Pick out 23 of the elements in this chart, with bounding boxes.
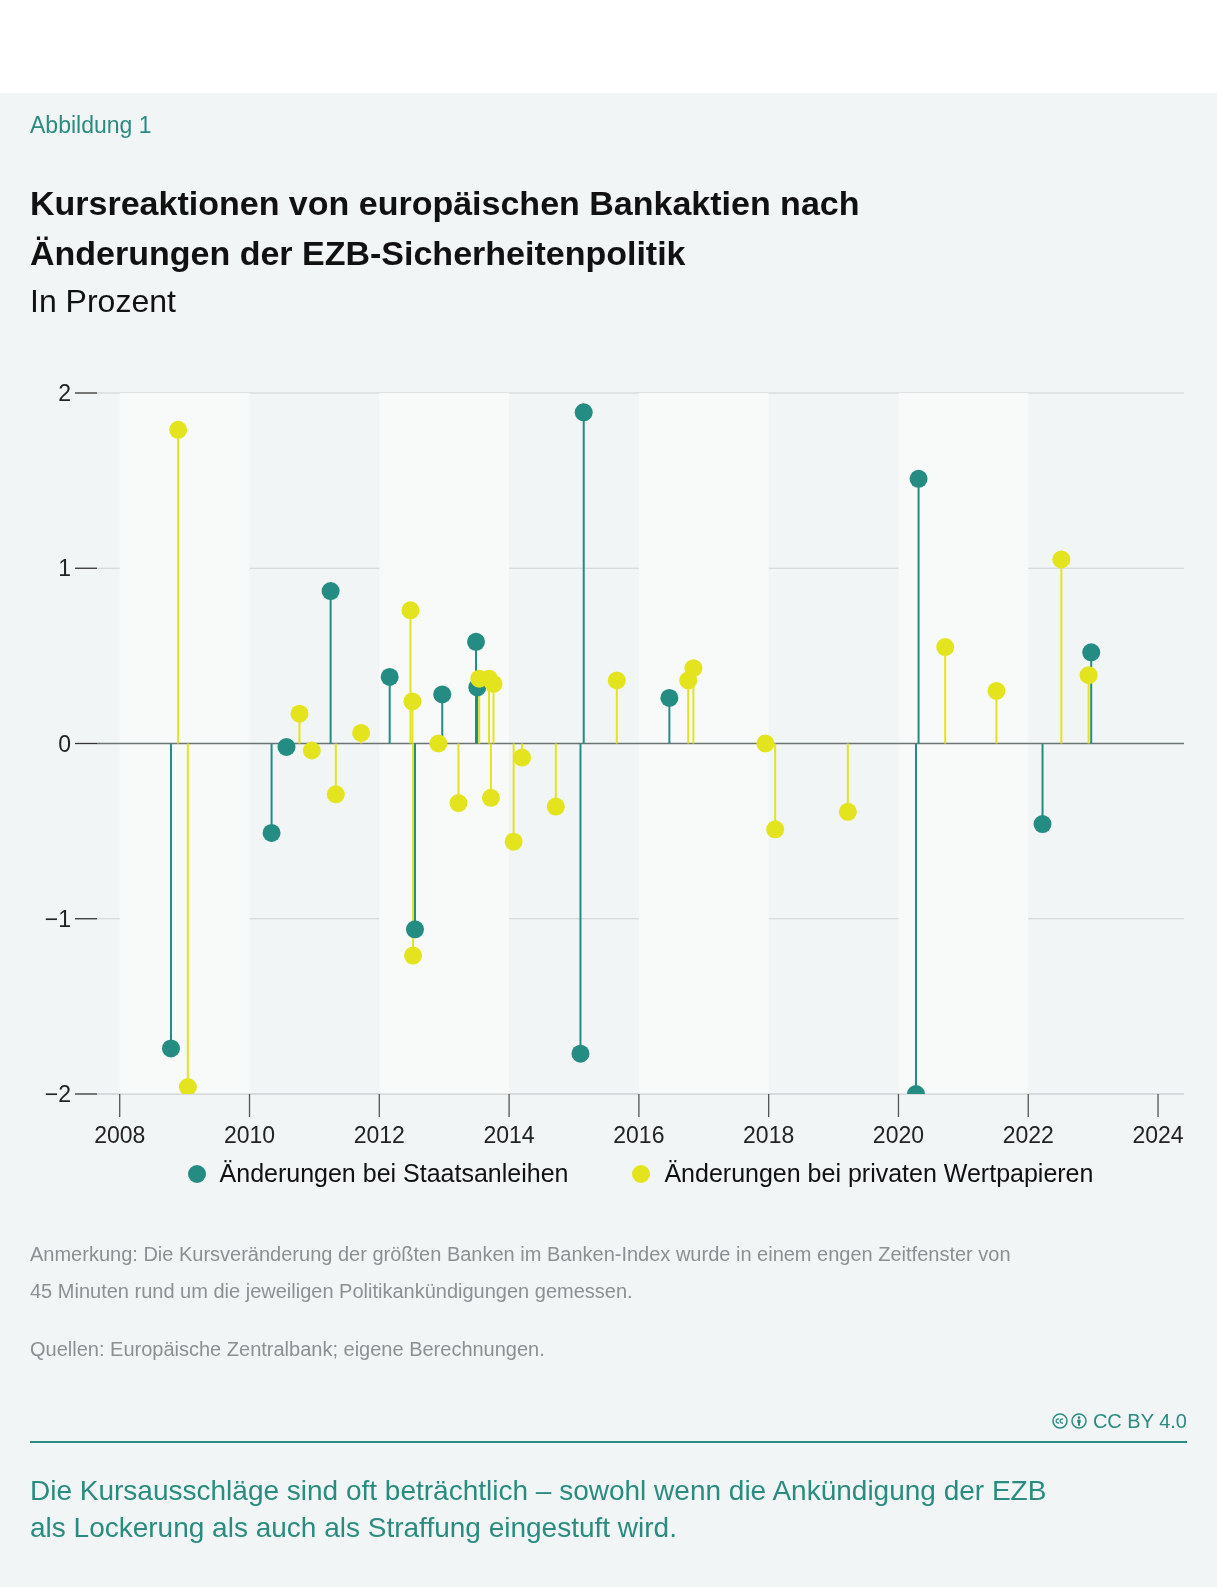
x-tick-label: 2022 [1002,1122,1054,1149]
x-tick-label: 2012 [353,1122,405,1149]
legend-label: Änderungen bei Staatsanleihen [219,1159,569,1187]
x-tick-label: 2014 [483,1122,535,1149]
x-tick-label: 2018 [743,1122,795,1149]
x-tick-label: 2020 [872,1122,925,1149]
text: Anmerkung: Die Kursveränderung der größten Banken im Banken-Index wurde in einem engen Zeitfenster von 45 Minuten rund um die jeweiligen Politikankündigungen gemessen. [30,1243,1011,1302]
x-tick-label: 2010 [223,1122,276,1149]
y-tick-label: 2 [58,380,71,407]
chart-subtitle: In Prozent [30,283,176,319]
legend-label: Änderungen bei privaten Wertpapieren [664,1159,1094,1187]
y-tick-label: 0 [58,730,71,757]
text: Die Kursausschläge sind oft beträchtlich – sowohl wenn die Ankündigung der EZB als Lockerung als auch als Straffung eingestuft wird. [30,1475,1047,1543]
y-tick-label: −1 [44,905,71,932]
y-tick-label: −2 [44,1081,71,1108]
y-tick-label: 1 [58,555,71,582]
text: Abbildung 1 [30,112,152,138]
x-tick-label: 2024 [1132,1122,1184,1149]
x-tick-label: 2016 [613,1122,665,1149]
source-note: Quellen: Europäische Zentralbank; eigene Berechnungen. [30,1338,545,1360]
x-tick-label: 2008 [94,1122,146,1149]
text: CC BY 4.0 [1092,1410,1187,1432]
chart-title: Kursreaktionen von europäischen Bankaktien nach Änderungen der EZB-Sicherheitenpolitik [30,184,860,272]
